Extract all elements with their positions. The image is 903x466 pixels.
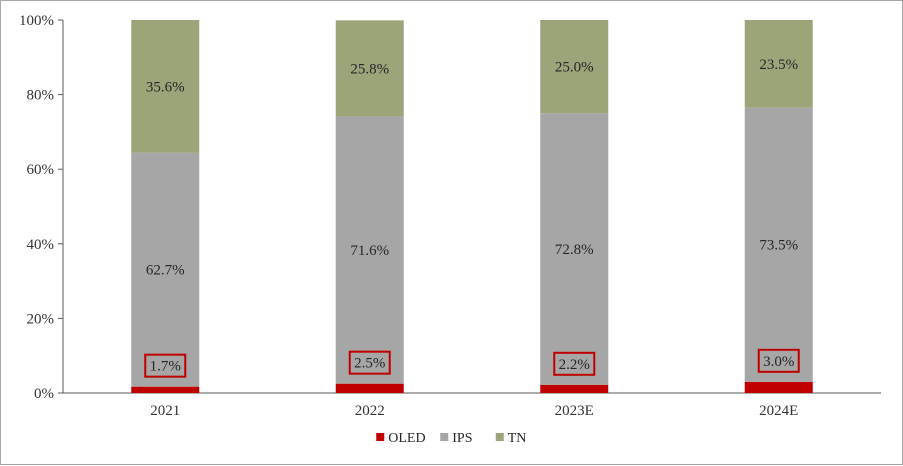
x-tick-label: 2024E: [759, 403, 798, 419]
data-label-tn: 35.6%: [146, 79, 185, 95]
data-label-ips: 72.8%: [555, 242, 594, 258]
y-tick-label: 40%: [27, 237, 55, 253]
data-label-oled: 2.2%: [559, 357, 590, 373]
legend-swatch-oled: [376, 433, 385, 441]
oled-label-box: [553, 351, 596, 376]
data-label-tn: 23.5%: [759, 57, 798, 73]
bar-segment-ips: [335, 116, 404, 384]
bar-segment-oled: [335, 383, 404, 393]
y-tick-label: 80%: [27, 88, 55, 104]
data-label-tn: 25.0%: [555, 60, 594, 76]
data-label-oled: 1.7%: [150, 359, 181, 375]
bar-segment-tn: [744, 20, 813, 108]
legend-swatch-tn: [495, 433, 504, 441]
legend-swatch-ips: [440, 433, 449, 441]
x-tick-label: 2021: [150, 403, 180, 419]
bar-segment-tn: [131, 20, 200, 153]
data-label-ips: 71.6%: [350, 243, 389, 259]
legend-label-ips: IPS: [452, 431, 472, 446]
oled-label-box: [348, 350, 391, 375]
data-label-oled: 2.5%: [354, 356, 385, 372]
y-tick-label: 60%: [27, 162, 55, 178]
bar-segment-oled: [131, 386, 200, 393]
bar-segment-oled: [540, 384, 609, 393]
legend-label-oled: OLED: [388, 431, 425, 446]
y-tick-label: 0%: [34, 386, 54, 402]
data-label-ips: 73.5%: [759, 238, 798, 254]
x-tick-label: 2022: [355, 403, 385, 419]
y-tick-label: 20%: [27, 311, 55, 327]
bar-segment-ips: [540, 113, 609, 385]
oled-label-box: [144, 353, 187, 378]
bar-segment-tn: [335, 20, 404, 117]
bar-segment-ips: [744, 107, 813, 382]
bar-segment-tn: [540, 20, 609, 114]
bar-segment-ips: [131, 152, 200, 387]
y-tick-label: 100%: [19, 13, 54, 29]
oled-label-box: [757, 348, 800, 373]
x-tick-label: 2023E: [555, 403, 594, 419]
data-label-oled: 3.0%: [763, 354, 794, 370]
data-label-ips: 62.7%: [146, 263, 185, 279]
bar-segment-oled: [744, 381, 813, 393]
legend-label-tn: TN: [508, 431, 527, 446]
data-label-tn: 25.8%: [350, 61, 389, 77]
